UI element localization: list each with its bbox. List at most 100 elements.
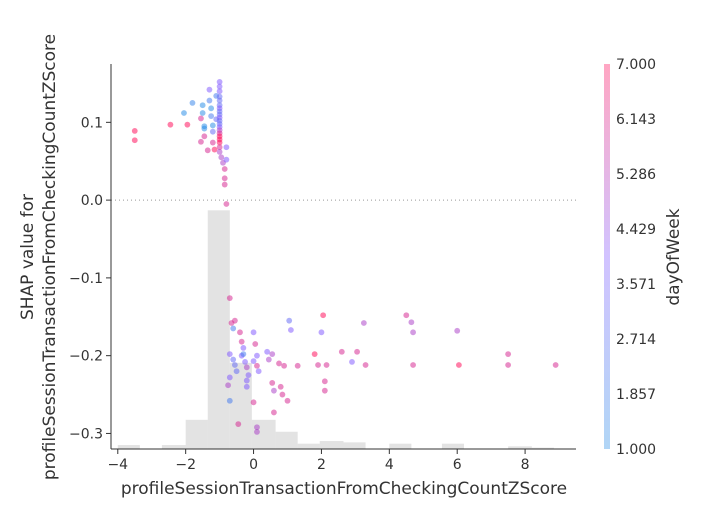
- data-point: [201, 133, 208, 140]
- data-point: [254, 428, 260, 435]
- histogram-bar: [275, 431, 298, 449]
- data-point: [269, 379, 276, 386]
- histogram-bar: [441, 443, 464, 449]
- data-point: [410, 362, 416, 368]
- histogram-bar: [389, 443, 412, 449]
- data-point: [315, 362, 321, 368]
- colorbar-tick-label: 4.429: [616, 222, 656, 238]
- data-point: [218, 154, 225, 161]
- data-point: [254, 424, 260, 431]
- data-point: [221, 175, 228, 182]
- data-point: [238, 338, 245, 345]
- colorbar-label: dayOfWeek: [664, 208, 684, 305]
- data-point: [230, 356, 237, 363]
- data-point: [276, 360, 282, 367]
- data-point: [281, 362, 288, 369]
- data-point: [237, 329, 243, 336]
- y-tick-label: −0.3: [69, 426, 103, 442]
- y-tick-label: −0.2: [69, 349, 103, 365]
- data-point: [243, 377, 250, 384]
- data-point: [320, 312, 327, 319]
- data-point: [208, 105, 215, 112]
- histogram-bar: [117, 445, 140, 449]
- data-point: [362, 362, 369, 368]
- histogram-bar: [319, 441, 344, 449]
- data-point: [552, 362, 559, 368]
- data-point: [198, 115, 204, 122]
- data-point: [250, 399, 257, 406]
- histogram-bar: [207, 210, 230, 449]
- data-point: [243, 383, 250, 390]
- data-point: [231, 362, 238, 368]
- data-point: [284, 397, 291, 404]
- data-point: [226, 374, 233, 381]
- data-point: [208, 113, 215, 120]
- data-point: [243, 364, 250, 371]
- data-point: [250, 358, 257, 365]
- data-point: [225, 382, 231, 389]
- data-point: [277, 383, 284, 390]
- data-point: [209, 139, 216, 146]
- data-point: [403, 312, 410, 319]
- colorbar-tick-label: 6.143: [616, 112, 656, 128]
- data-point: [131, 127, 138, 134]
- data-point: [311, 351, 318, 358]
- data-point: [265, 356, 272, 363]
- data-point: [223, 156, 230, 163]
- data-point: [255, 368, 262, 375]
- data-point: [216, 83, 223, 90]
- y-axis-title-line-1: SHAP value for: [18, 194, 38, 320]
- x-axis-ticks: −4 −2 0 2 4 6 8: [107, 449, 530, 473]
- data-point: [252, 341, 259, 347]
- data-point: [269, 351, 276, 358]
- data-point: [338, 348, 345, 355]
- data-point: [240, 344, 247, 351]
- data-point: [216, 78, 223, 85]
- data-point: [211, 146, 218, 153]
- data-point: [201, 125, 208, 132]
- scatter-points: [131, 78, 559, 435]
- data-point: [181, 110, 187, 116]
- data-point: [221, 181, 228, 188]
- data-point: [189, 99, 196, 106]
- colorbar-tick-label: 1.857: [616, 387, 656, 403]
- data-point: [184, 121, 191, 128]
- colorbar-tick-label: 3.571: [616, 277, 656, 293]
- data-point: [216, 148, 223, 155]
- colorbar-tick-label: 5.286: [616, 167, 656, 183]
- data-point: [223, 144, 230, 151]
- y-tick-label: 0.0: [81, 193, 103, 209]
- data-point: [242, 358, 248, 365]
- histogram-bar: [343, 442, 366, 449]
- y-axis-ticks: 0.1 0.0 −0.1 −0.2 −0.3: [69, 115, 111, 442]
- data-point: [209, 122, 216, 129]
- x-tick-label: 8: [521, 457, 530, 473]
- colorbar-ticks: 7.000 6.143 5.286 4.429 3.571 2.714 1.857 1.000: [616, 57, 656, 458]
- data-point: [131, 137, 138, 144]
- data-point: [254, 352, 260, 359]
- x-tick-label: 4: [385, 457, 394, 473]
- histogram-bar: [531, 447, 554, 449]
- data-point: [199, 102, 206, 109]
- data-point: [230, 325, 237, 332]
- data-point: [271, 409, 277, 416]
- colorbar-tick-label: 7.000: [616, 57, 656, 73]
- data-point: [505, 362, 512, 368]
- x-axis-title: profileSessionTransactionFromCheckingCou…: [121, 479, 567, 499]
- colorbar-tick-label: 1.000: [616, 442, 656, 458]
- data-point: [321, 378, 328, 385]
- colorbar-tick-label: 2.714: [616, 332, 656, 348]
- data-point: [271, 387, 277, 394]
- data-point: [209, 128, 216, 135]
- data-point: [240, 351, 247, 358]
- data-point: [226, 295, 233, 302]
- data-point: [287, 327, 294, 333]
- histogram-bar: [297, 443, 320, 449]
- data-point: [286, 317, 293, 324]
- data-point: [206, 97, 213, 104]
- data-point: [245, 372, 252, 379]
- data-point: [410, 329, 416, 336]
- data-point: [199, 110, 206, 116]
- data-point: [264, 348, 271, 355]
